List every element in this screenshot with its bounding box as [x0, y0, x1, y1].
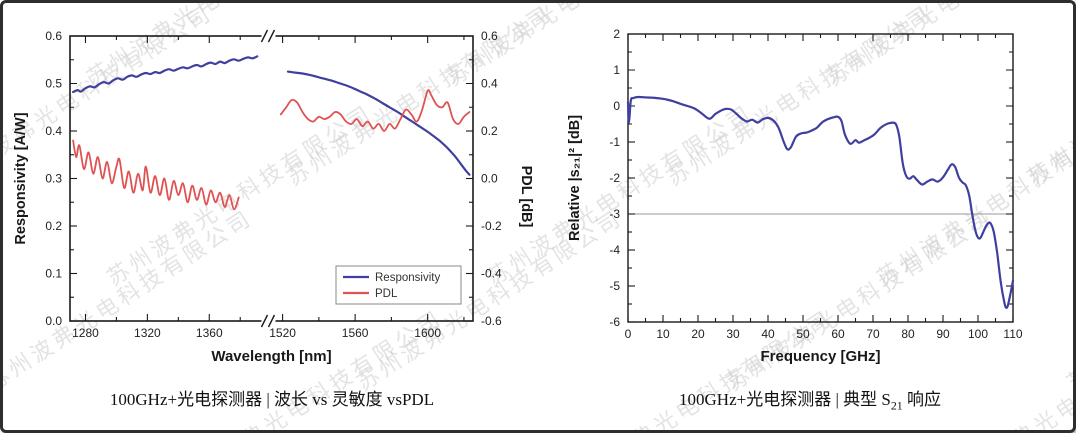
y-tick-label: -6 — [609, 315, 620, 329]
x-tick-label: 1320 — [134, 326, 161, 340]
x-tick-label: 10 — [656, 327, 670, 341]
y-tick-label: 0 — [613, 99, 620, 113]
right-chart-caption: 100GHz+光电探测器 | 典型 S21 响应 — [541, 385, 1073, 413]
y-left-tick-label: 0.6 — [45, 29, 62, 43]
right-caption-prefix: 100GHz+光电探测器 | 典型 S — [679, 390, 891, 409]
y-right-tick-label: -0.2 — [481, 219, 502, 233]
x-tick-label: 80 — [901, 327, 915, 341]
x-tick-label: 50 — [796, 327, 810, 341]
y-tick-label: -4 — [609, 243, 620, 257]
responsivity-curve-segment — [72, 55, 259, 94]
s21-response-plot: 0 10 20 30 40 50 60 70 80 90 100 110210-1-2-3-4-5-6… — [567, 27, 1023, 365]
y-right-tick-label: 0.0 — [481, 172, 498, 186]
y-right-tick-label: 0.4 — [481, 77, 498, 91]
legend-label: PDL — [375, 288, 398, 300]
x-tick-label: 60 — [831, 327, 845, 341]
y-left-tick-label: 0.2 — [45, 219, 62, 233]
y-left-axis-title: Responsivity [A/W] — [13, 112, 29, 244]
x-tick-label: 110 — [1003, 327, 1022, 341]
pdl-curve-segment — [72, 139, 240, 211]
y-left-tick-label: 0.5 — [45, 77, 62, 91]
x-tick-label: 90 — [936, 327, 950, 341]
y-axis-title: Relative |s₂₁|² [dB] — [567, 115, 583, 241]
legend-label: Responsivity — [375, 272, 440, 284]
legend-box — [335, 265, 462, 305]
y-left-tick-label: 0.0 — [45, 314, 62, 328]
left-caption-text: 100GHz+光电探测器 | 波长 vs 灵敏度 vsPDL — [109, 390, 435, 409]
axis-break-slash — [260, 314, 269, 328]
x-axis-title: Frequency [GHz] — [760, 348, 880, 365]
x-tick-label: 70 — [866, 327, 880, 341]
y-right-tick-label: 0.6 — [481, 29, 498, 43]
y-left-tick-label: 0.3 — [45, 172, 62, 186]
right-caption-subscript: 21 — [890, 398, 903, 413]
x-tick-label: 1280 — [72, 326, 99, 340]
right-caption-suffix: 响应 — [902, 390, 941, 409]
x-tick-label: 40 — [761, 327, 775, 341]
y-left-tick-label: 0.4 — [45, 124, 62, 138]
y-right-tick-label: -0.4 — [481, 267, 502, 281]
y-left-tick-label: 0.1 — [45, 267, 62, 281]
y-tick-label: 2 — [613, 27, 620, 41]
y-tick-label: 1 — [613, 63, 620, 77]
responsivity-curve-segment — [286, 70, 471, 176]
y-right-tick-label: -0.6 — [481, 314, 502, 328]
y-tick-label: -1 — [609, 135, 620, 149]
left-chart-caption: 100GHz+光电探测器 | 波长 vs 灵敏度 vsPDL — [3, 385, 541, 410]
plot-frame — [627, 33, 1014, 323]
x-tick-label: 1600 — [414, 326, 441, 340]
legend: Responsivity PDL — [335, 265, 462, 305]
x-tick-label: 1360 — [196, 326, 223, 340]
responsivity-pdl-figure: 1280 1320 1360 1520 1560 1600 0.0 0.1 0.2 0.3 0.4 0… — [3, 3, 541, 430]
axis-break-slash — [260, 29, 269, 43]
axis-break-slash — [267, 314, 276, 328]
axis-break-slash — [267, 29, 276, 43]
responsivity-pdl-plot: 1280 1320 1360 1520 1560 1600 0.0 0.1 0.2 0.3 0.4 0… — [13, 29, 534, 365]
axis-break-gap — [261, 319, 276, 323]
y-tick-label: -2 — [609, 171, 620, 185]
axis-break-gap — [261, 34, 276, 38]
x-tick-label: 30 — [726, 327, 740, 341]
x-axis-title: Wavelength [nm] — [211, 348, 331, 365]
y-right-tick-label: 0.2 — [481, 124, 498, 138]
x-tick-label: 100 — [968, 327, 988, 341]
y-tick-label: -5 — [609, 279, 620, 293]
y-tick-label: -3 — [609, 207, 620, 221]
x-tick-label: 1520 — [269, 326, 296, 340]
x-tick-label: 1560 — [342, 326, 369, 340]
y-right-axis-title: PDL [dB] — [518, 166, 534, 228]
x-tick-label: 0 — [625, 327, 632, 341]
s21-response-figure: 0 10 20 30 40 50 60 70 80 90 100 110 2 1 0 -1 -2 -3 -4 -5 -6… — [541, 3, 1073, 430]
x-tick-label: 20 — [691, 327, 705, 341]
pdl-curve-segment — [279, 89, 471, 132]
s21-curve — [626, 95, 1015, 309]
